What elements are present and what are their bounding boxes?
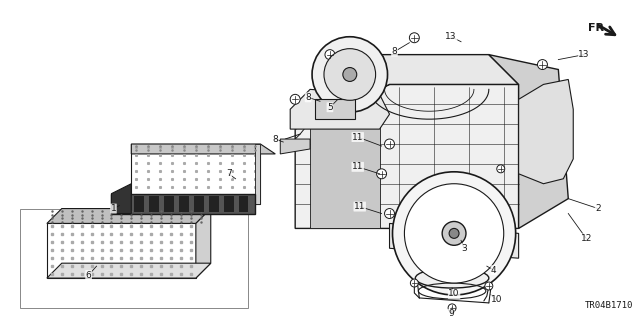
Ellipse shape <box>442 221 466 245</box>
Bar <box>20 209 248 308</box>
Text: 1: 1 <box>111 204 116 213</box>
Text: 11: 11 <box>354 202 365 211</box>
Bar <box>209 196 219 211</box>
Text: 11: 11 <box>352 162 364 171</box>
Ellipse shape <box>343 68 356 81</box>
Ellipse shape <box>325 50 335 60</box>
Text: 3: 3 <box>461 244 467 253</box>
Bar <box>134 196 144 211</box>
Bar <box>164 196 174 211</box>
Polygon shape <box>47 223 196 278</box>
Bar <box>120 196 129 211</box>
Polygon shape <box>310 114 380 228</box>
Bar <box>179 196 189 211</box>
Polygon shape <box>131 144 275 154</box>
Polygon shape <box>290 89 390 129</box>
Text: 9: 9 <box>448 309 454 318</box>
Polygon shape <box>295 85 518 228</box>
Polygon shape <box>295 55 518 129</box>
Polygon shape <box>255 144 260 204</box>
Ellipse shape <box>410 279 419 287</box>
Polygon shape <box>111 184 131 213</box>
Text: 10: 10 <box>491 295 502 304</box>
Ellipse shape <box>538 60 547 70</box>
Bar <box>223 196 234 211</box>
Bar <box>239 196 248 211</box>
Ellipse shape <box>404 184 504 283</box>
Ellipse shape <box>385 139 394 149</box>
Polygon shape <box>111 204 255 213</box>
Polygon shape <box>196 209 211 278</box>
Polygon shape <box>47 263 211 278</box>
Text: 8: 8 <box>392 47 397 56</box>
Polygon shape <box>518 79 573 184</box>
Ellipse shape <box>376 169 387 179</box>
Ellipse shape <box>497 165 505 173</box>
Text: 4: 4 <box>491 266 497 275</box>
Text: 10: 10 <box>449 289 460 299</box>
Polygon shape <box>111 194 255 213</box>
Ellipse shape <box>385 209 394 219</box>
Polygon shape <box>489 55 568 228</box>
Polygon shape <box>315 99 355 119</box>
Ellipse shape <box>448 304 456 312</box>
Ellipse shape <box>449 228 459 238</box>
Ellipse shape <box>410 33 419 43</box>
Polygon shape <box>280 139 310 154</box>
Polygon shape <box>390 223 518 258</box>
Text: 11: 11 <box>352 133 364 142</box>
Text: 13: 13 <box>579 50 590 59</box>
Ellipse shape <box>392 172 516 295</box>
Ellipse shape <box>485 282 493 290</box>
Text: 5: 5 <box>327 103 333 112</box>
Text: 12: 12 <box>580 234 592 243</box>
Text: 6: 6 <box>86 271 92 279</box>
Ellipse shape <box>415 268 489 288</box>
Ellipse shape <box>312 37 388 112</box>
Bar <box>149 196 159 211</box>
Text: FR.: FR. <box>588 23 609 33</box>
Polygon shape <box>47 209 211 223</box>
Text: 7: 7 <box>226 169 232 178</box>
Polygon shape <box>131 144 260 204</box>
Text: TR04B1710: TR04B1710 <box>584 301 633 310</box>
Text: 2: 2 <box>595 204 601 213</box>
Ellipse shape <box>324 49 376 100</box>
Text: 8: 8 <box>305 93 311 102</box>
Text: 13: 13 <box>445 32 457 41</box>
Text: 8: 8 <box>273 135 278 144</box>
Bar <box>194 196 204 211</box>
Ellipse shape <box>290 94 300 104</box>
